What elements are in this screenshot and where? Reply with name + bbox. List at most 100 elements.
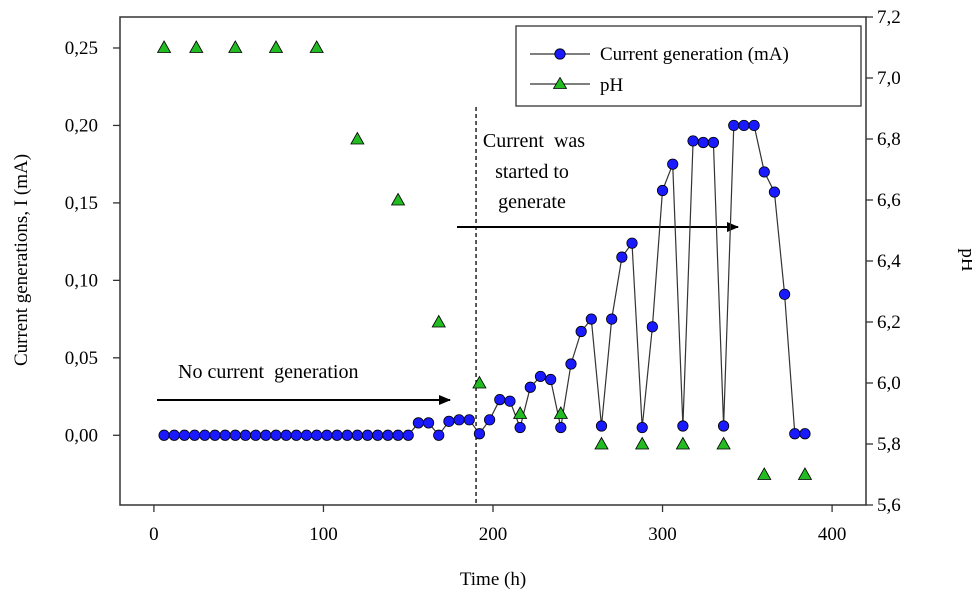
- current-point: [260, 429, 272, 441]
- y2-tick-label: 5,6: [877, 495, 901, 516]
- y2-tick-label: 7,2: [877, 7, 901, 28]
- current-point: [270, 429, 282, 441]
- ph-point: [472, 375, 487, 389]
- ph-point: [757, 467, 772, 480]
- series-ph: [156, 40, 813, 480]
- current-point: [595, 420, 608, 432]
- current-point: [250, 429, 262, 441]
- current-point: [687, 135, 699, 147]
- y-tick-label: 0,25: [65, 38, 98, 59]
- current-point: [789, 428, 801, 440]
- current-point: [209, 429, 221, 441]
- current-point: [422, 417, 435, 429]
- current-point: [626, 237, 638, 249]
- y2-tick-label: 6,6: [877, 190, 901, 211]
- current-point: [321, 429, 333, 441]
- current-point: [382, 429, 394, 441]
- current-point: [229, 429, 241, 441]
- ph-point: [350, 131, 365, 145]
- current-point: [300, 429, 313, 441]
- y2-tick-label: 5,8: [877, 434, 901, 455]
- ph-point: [189, 40, 204, 53]
- current-point: [555, 421, 567, 434]
- current-point: [677, 420, 689, 432]
- ph-point: [156, 40, 172, 53]
- current-point: [779, 288, 791, 300]
- x-tick-label: 200: [479, 524, 508, 545]
- annotation-started-line-3: generate: [498, 191, 566, 213]
- current-point: [453, 414, 465, 426]
- current-point: [168, 429, 180, 441]
- current-point: [351, 429, 363, 441]
- ph-point: [228, 40, 243, 53]
- current-point: [565, 358, 577, 370]
- annotation-started-line-2: started to: [495, 161, 569, 183]
- current-point: [606, 313, 618, 325]
- current-point: [341, 429, 353, 441]
- current-series-line: [164, 124, 805, 437]
- legend-ph-label: pH: [600, 75, 624, 96]
- current-point: [534, 370, 547, 383]
- y-tick-label: 0,05: [65, 348, 98, 369]
- series-current: [158, 119, 811, 441]
- y-tick-label: 0,20: [65, 115, 98, 136]
- x-axis-ticks: 0 100 200 300 400: [149, 505, 846, 545]
- y-axis-title: Current generations, I (mA): [11, 154, 32, 366]
- current-point: [504, 395, 516, 407]
- ph-point: [309, 40, 324, 53]
- current-point: [311, 429, 323, 441]
- current-point: [239, 429, 252, 441]
- current-point: [575, 325, 587, 338]
- y-tick-label: 0,15: [65, 193, 98, 214]
- ph-point: [390, 192, 406, 206]
- current-point: [748, 119, 760, 132]
- current-point: [178, 429, 191, 441]
- current-point: [290, 429, 302, 441]
- current-point: [219, 429, 231, 441]
- current-point: [524, 381, 536, 393]
- ph-point: [268, 40, 284, 53]
- annotation-no-current: No current generation: [178, 361, 358, 383]
- current-point: [402, 429, 414, 441]
- y2-tick-label: 7,0: [877, 68, 901, 89]
- current-point: [494, 394, 506, 406]
- current-point: [189, 429, 201, 441]
- legend-current-label: Current generation (mA): [600, 44, 789, 65]
- y2-axis-title: pH: [957, 248, 972, 272]
- y2-tick-label: 6,2: [877, 312, 901, 333]
- y2-tick-label: 6,8: [877, 129, 901, 150]
- current-point: [372, 429, 384, 441]
- current-point: [473, 428, 486, 440]
- legend: Current generation (mA) pH: [515, 25, 862, 107]
- current-point: [697, 136, 709, 149]
- current-point: [667, 158, 679, 170]
- current-point: [656, 184, 669, 197]
- legend-current-marker: [554, 48, 566, 60]
- x-tick-label: 100: [309, 524, 338, 545]
- current-point: [585, 313, 597, 325]
- ph-point: [553, 406, 569, 419]
- current-point: [331, 429, 343, 441]
- y-axis-ticks: 0,00 0,05 0,10 0,15 0,20 0,25: [65, 38, 120, 446]
- ph-point: [675, 436, 691, 450]
- current-point: [545, 373, 557, 386]
- ph-point: [594, 436, 609, 450]
- current-point: [484, 414, 496, 426]
- current-point: [392, 429, 404, 441]
- legend-ph-marker: [552, 76, 568, 89]
- y2-tick-label: 6,4: [877, 251, 901, 272]
- current-point: [646, 321, 658, 333]
- current-point: [412, 417, 424, 429]
- y2-axis-ticks: 5,6 5,8 6,0 6,2 6,4 6,6 6,8 7,0 7,2: [866, 7, 901, 516]
- current-point: [768, 186, 781, 198]
- current-point: [707, 136, 720, 149]
- current-point: [280, 429, 292, 441]
- y-tick-label: 0,00: [65, 425, 98, 446]
- y2-tick-label: 6,0: [877, 373, 901, 394]
- annotation-started-line-1: Current was: [483, 130, 585, 152]
- ph-point: [635, 436, 650, 450]
- current-point: [443, 415, 455, 427]
- ph-point: [797, 467, 813, 480]
- y-tick-label: 0,10: [65, 270, 98, 291]
